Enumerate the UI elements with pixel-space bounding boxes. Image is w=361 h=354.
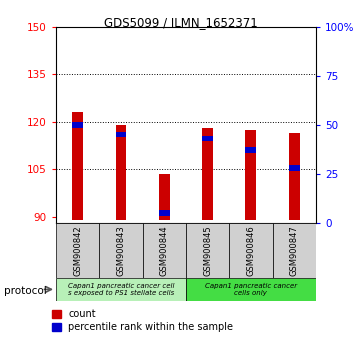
Bar — [289, 165, 300, 171]
Text: GSM900842: GSM900842 — [73, 225, 82, 276]
Bar — [143, 223, 186, 278]
Bar — [202, 136, 213, 141]
Bar — [202, 128, 213, 220]
Bar — [186, 223, 229, 278]
Bar — [72, 112, 83, 220]
Bar — [116, 132, 126, 137]
Text: GSM900847: GSM900847 — [290, 225, 299, 276]
Text: GSM900846: GSM900846 — [247, 225, 255, 276]
Legend: count, percentile rank within the sample: count, percentile rank within the sample — [52, 309, 233, 332]
Text: GSM900843: GSM900843 — [117, 225, 125, 276]
Text: Capan1 pancreatic cancer cell
s exposed to PS1 stellate cells: Capan1 pancreatic cancer cell s exposed … — [68, 283, 174, 296]
Bar — [159, 210, 170, 216]
Bar — [159, 174, 170, 220]
Bar — [245, 148, 256, 153]
Text: GDS5099 / ILMN_1652371: GDS5099 / ILMN_1652371 — [104, 16, 257, 29]
Bar — [273, 223, 316, 278]
Bar — [56, 223, 99, 278]
Bar — [72, 122, 83, 128]
Bar — [186, 278, 316, 301]
Bar — [289, 133, 300, 220]
Bar — [99, 223, 143, 278]
Bar — [116, 125, 126, 220]
Bar — [229, 223, 273, 278]
Text: GSM900844: GSM900844 — [160, 225, 169, 276]
Text: Capan1 pancreatic cancer
cells only: Capan1 pancreatic cancer cells only — [205, 283, 297, 296]
Bar — [56, 278, 186, 301]
Text: protocol: protocol — [4, 286, 46, 296]
Text: GSM900845: GSM900845 — [203, 225, 212, 276]
Bar — [245, 130, 256, 220]
